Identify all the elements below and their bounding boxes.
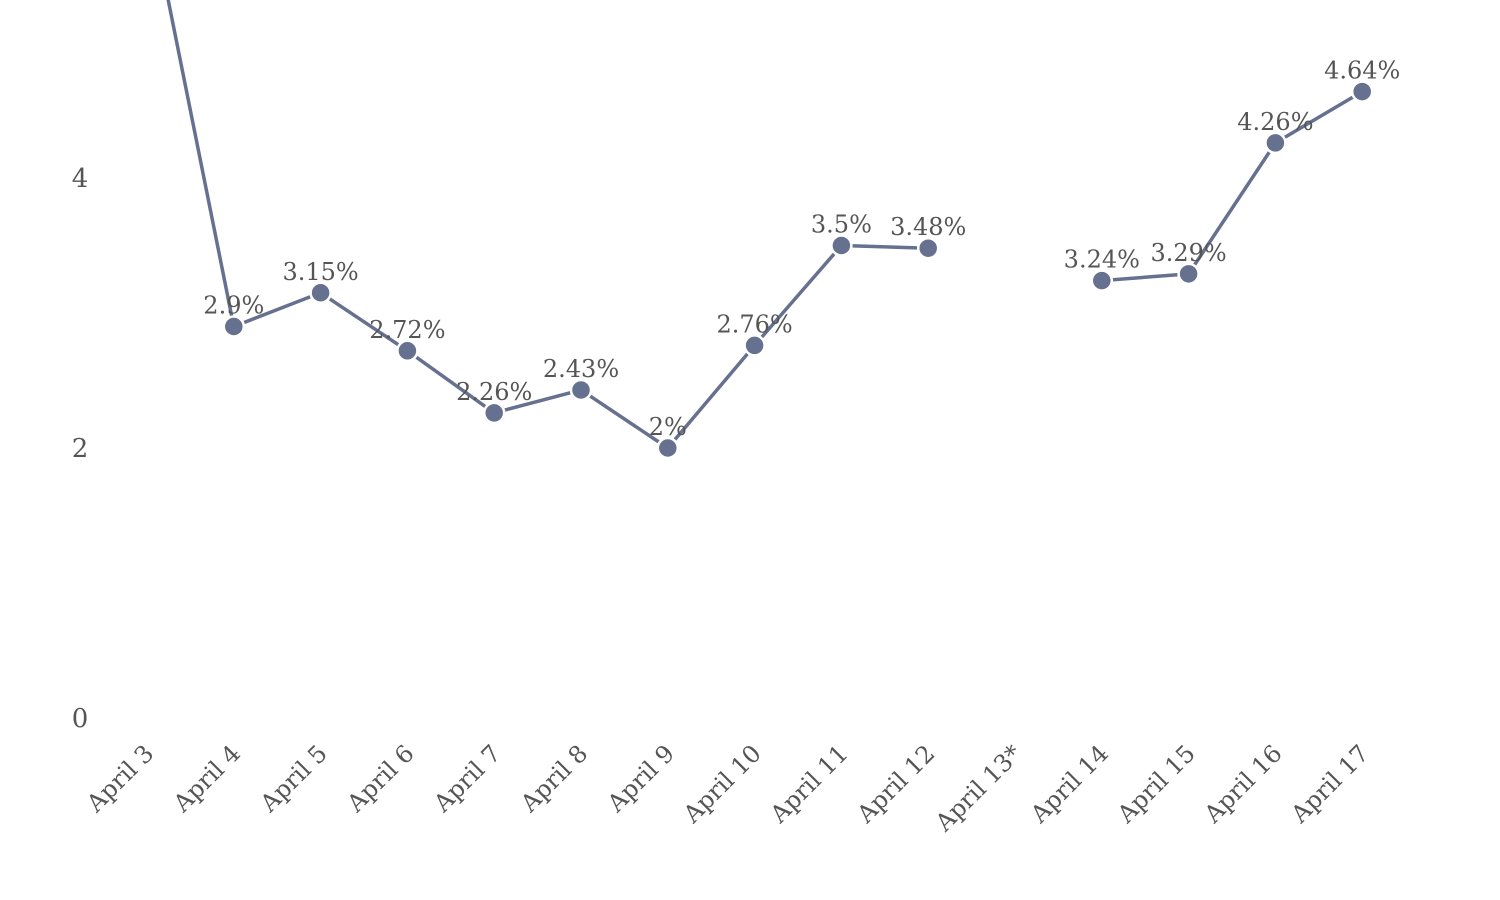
x-tick-label: April 14 [1024, 739, 1114, 829]
y-axis: 0 2 4 [72, 164, 89, 734]
data-label: 3.48% [890, 213, 966, 241]
x-tick-label: April 8 [514, 739, 593, 818]
x-tick-label: April 12 [851, 739, 941, 829]
data-label: 4.64% [1324, 57, 1400, 85]
data-point [916, 236, 940, 260]
data-label: 3.5% [811, 211, 872, 239]
x-tick-label: April 15 [1111, 739, 1201, 829]
data-point [222, 315, 246, 338]
series-line [166, 0, 930, 450]
y-tick-label: 2 [72, 434, 89, 464]
data-label: 2.26% [456, 378, 532, 406]
data-label: 3.29% [1150, 239, 1226, 267]
plot-area: 2.9% 3.15% 2.72% 2.26% 2.43% 2% 2.76% 3.5% 3.48%… [166, 0, 1400, 460]
data-label: 4.26% [1237, 108, 1313, 136]
data-point [656, 436, 680, 460]
data-label: 2% [649, 413, 687, 441]
data-label: 2.43% [543, 355, 619, 383]
y-tick-label: 4 [72, 164, 89, 194]
data-point [1350, 80, 1374, 103]
x-tick-label: April 5 [254, 739, 333, 818]
data-point [830, 234, 853, 257]
series-line [1100, 89, 1364, 283]
x-tick-label: April 17 [1285, 739, 1375, 829]
data-point [569, 378, 593, 402]
data-label: 2.76% [716, 310, 792, 338]
x-tick-label: April 7 [428, 739, 507, 818]
x-tick-label: April 3 [80, 739, 159, 818]
data-point [309, 281, 332, 304]
x-tick-label: April 13* [929, 739, 1027, 837]
data-label: 2.72% [369, 316, 445, 344]
data-point [743, 334, 766, 357]
data-point [1177, 262, 1200, 286]
data-point [1264, 131, 1287, 155]
y-tick-label: 0 [72, 704, 89, 734]
data-point [396, 339, 419, 363]
x-axis: April 3 April 4 April 5 April 6 April 7 April… [80, 739, 1374, 837]
x-tick-label: April 9 [601, 739, 680, 818]
x-tick-label: April 6 [341, 739, 420, 818]
x-tick-label: April 16 [1198, 739, 1288, 829]
data-label: 3.24% [1064, 246, 1140, 274]
data-label: 3.15% [282, 258, 358, 286]
data-point [482, 401, 506, 425]
data-point [1090, 269, 1114, 292]
x-tick-label: April 11 [764, 739, 854, 829]
x-tick-label: April 4 [167, 739, 246, 818]
data-label: 2.9% [203, 292, 264, 320]
x-tick-label: April 10 [677, 739, 767, 829]
